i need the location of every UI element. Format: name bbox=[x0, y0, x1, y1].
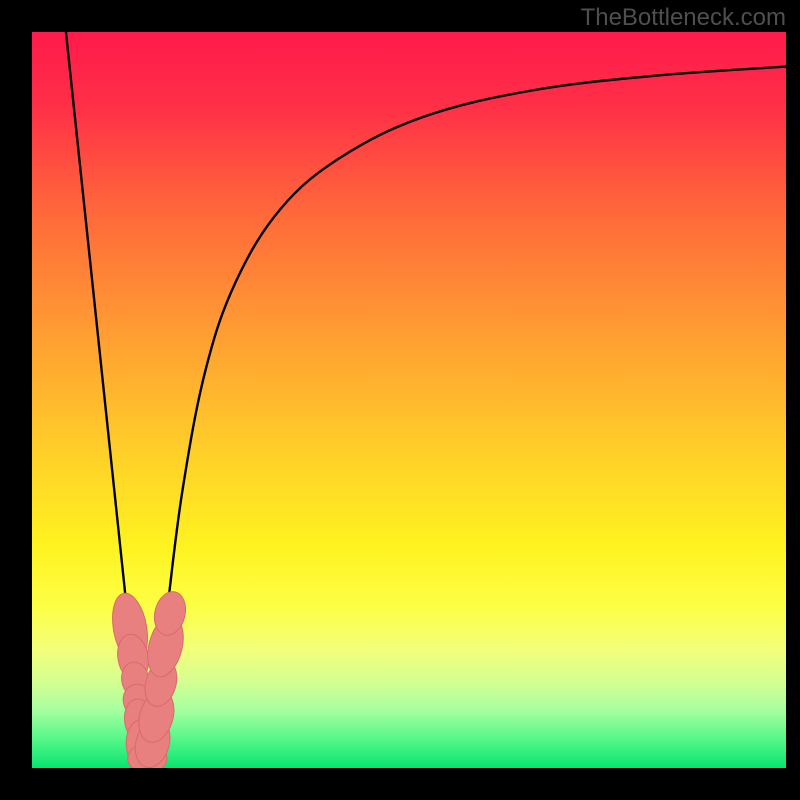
right-curve bbox=[149, 67, 786, 768]
valley-markers bbox=[108, 588, 190, 768]
frame-right bbox=[786, 0, 800, 800]
bottleneck-chart bbox=[32, 32, 786, 768]
plot-area bbox=[32, 32, 786, 768]
watermark-text: TheBottleneck.com bbox=[581, 4, 786, 32]
stage: TheBottleneck.com bbox=[0, 0, 800, 800]
frame-left bbox=[0, 0, 32, 800]
frame-bottom bbox=[0, 768, 800, 800]
